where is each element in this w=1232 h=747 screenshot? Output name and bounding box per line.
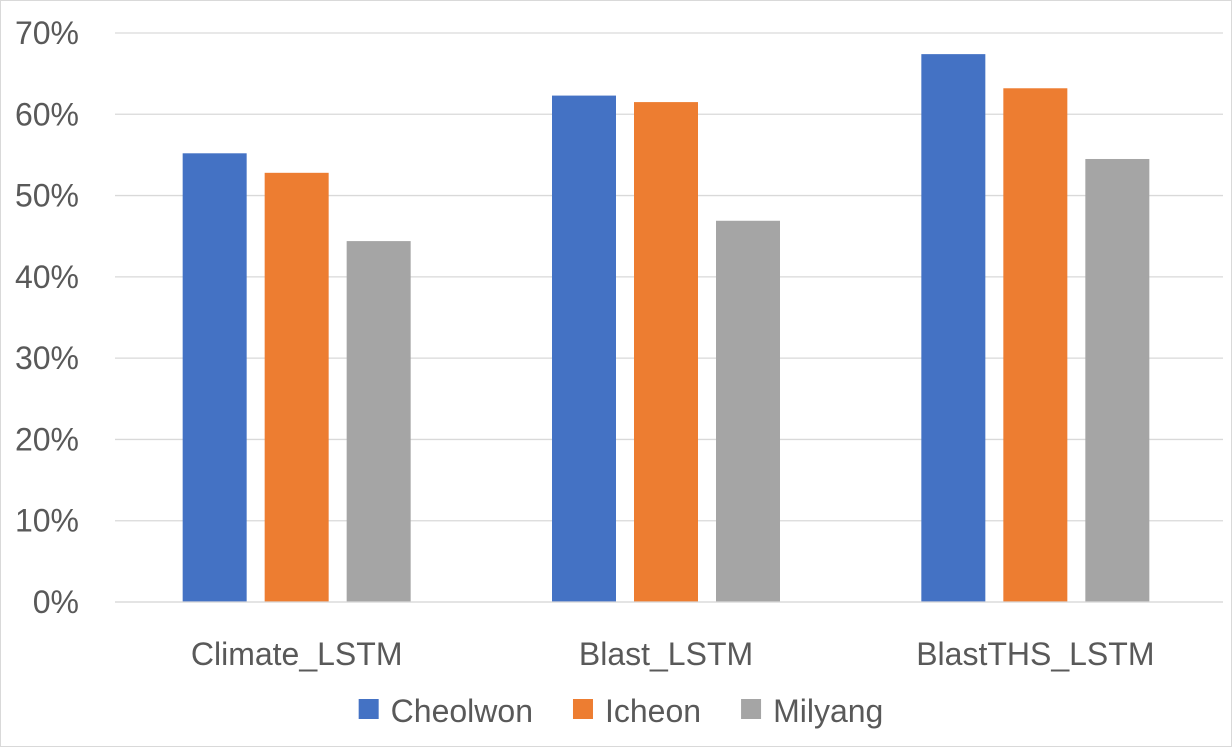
- legend-item-milyang: Milyang: [741, 693, 883, 729]
- y-tick-label: 50%: [15, 178, 79, 214]
- bar-icheon-climate-lstm: [264, 172, 329, 602]
- y-tick-label: 20%: [15, 421, 79, 457]
- legend-label: Cheolwon: [391, 693, 533, 729]
- legend: Cheolwon Icheon Milyang: [358, 693, 883, 729]
- legend-label: Milyang: [773, 693, 883, 729]
- legend-swatch: [741, 699, 762, 719]
- x-category-label: BlastTHS_LSTM: [916, 636, 1154, 672]
- legend-item-icheon: Icheon: [572, 693, 701, 729]
- x-category-label: Climate_LSTM: [191, 636, 403, 672]
- x-axis: Climate_LSTM Blast_LSTM BlastTHS_LSTM: [115, 601, 1223, 672]
- legend-swatch: [572, 699, 593, 719]
- bar-cheolwon-blastths-lstm: [921, 54, 986, 603]
- y-tick-label: 0%: [33, 584, 79, 620]
- x-category-label: Blast_LSTM: [579, 636, 753, 672]
- legend-item-cheolwon: Cheolwon: [358, 693, 533, 729]
- legend-swatch: [358, 699, 379, 719]
- bar-icheon-blastths-lstm: [1003, 88, 1068, 602]
- bar-milyang-blastths-lstm: [1085, 158, 1150, 602]
- bar-cheolwon-blast-lstm: [552, 95, 616, 602]
- bar-icheon-blast-lstm: [634, 102, 698, 602]
- y-tick-label: 40%: [15, 259, 79, 295]
- y-tick-label: 10%: [15, 503, 79, 539]
- bar-milyang-blast-lstm: [716, 220, 780, 602]
- y-axis-ticks: 0% 10% 20% 30% 40% 50% 60% 70%: [15, 15, 79, 620]
- bar-milyang-climate-lstm: [346, 241, 411, 602]
- bars: [182, 54, 1150, 603]
- legend-label: Icheon: [605, 693, 701, 729]
- y-tick-label: 60%: [15, 96, 79, 132]
- y-tick-label: 30%: [15, 340, 79, 376]
- y-tick-label: 70%: [15, 15, 79, 51]
- bar-cheolwon-climate-lstm: [182, 153, 247, 602]
